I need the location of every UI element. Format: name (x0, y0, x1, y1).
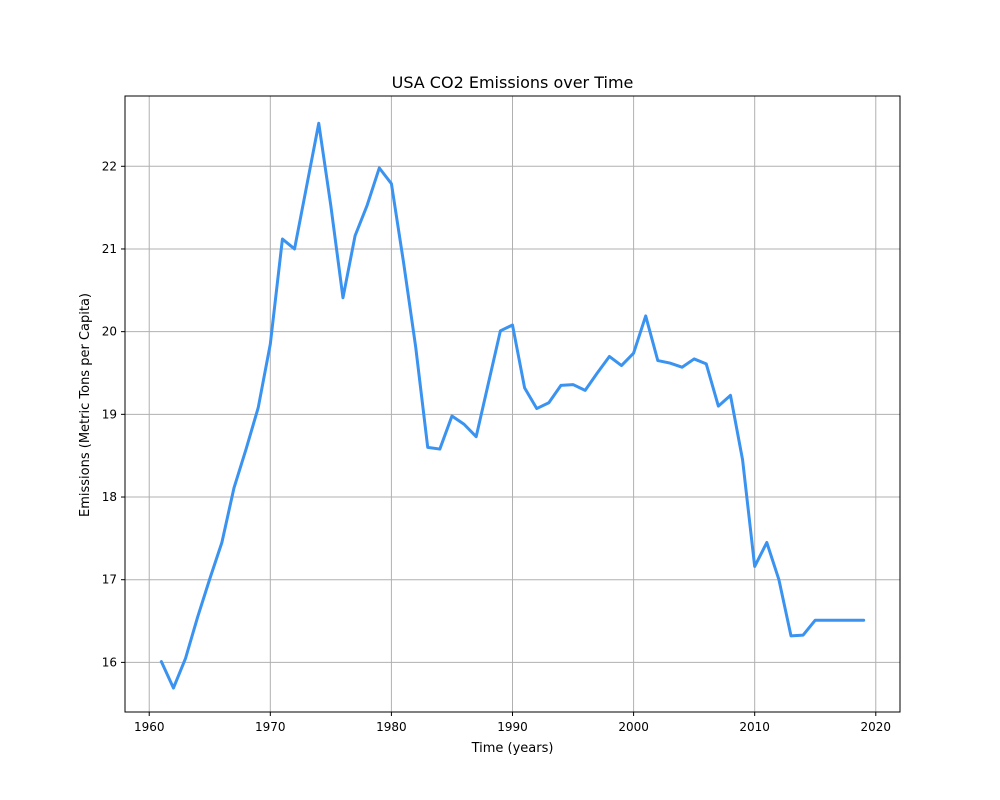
x-tick-label: 2010 (739, 720, 770, 734)
y-tick-label: 22 (102, 159, 117, 173)
x-tick-label: 2000 (618, 720, 649, 734)
x-tick-label: 2020 (861, 720, 892, 734)
y-axis-label: Emissions (Metric Tons per Capita) (78, 293, 93, 517)
axis-ticks: 1960 1970 1980 1990 2000 2010 2020 16 17 18 19 20 21… (102, 159, 891, 734)
x-axis-label: Time (years) (471, 741, 554, 756)
x-tick-label: 1980 (376, 720, 407, 734)
y-tick-label: 21 (102, 242, 117, 256)
y-tick-label: 17 (102, 573, 117, 587)
y-tick-label: 19 (102, 407, 117, 421)
x-tick-label: 1990 (497, 720, 528, 734)
series-layer (159, 121, 866, 690)
x-tick-label: 1960 (134, 720, 165, 734)
x-tick-label: 1970 (255, 720, 286, 734)
y-tick-label: 20 (102, 325, 117, 339)
grid-lines (125, 96, 900, 712)
y-tick-label: 18 (102, 490, 117, 504)
emissions-line (159, 121, 866, 690)
chart-title: USA CO2 Emissions over Time (392, 73, 634, 92)
y-tick-label: 16 (102, 655, 117, 669)
